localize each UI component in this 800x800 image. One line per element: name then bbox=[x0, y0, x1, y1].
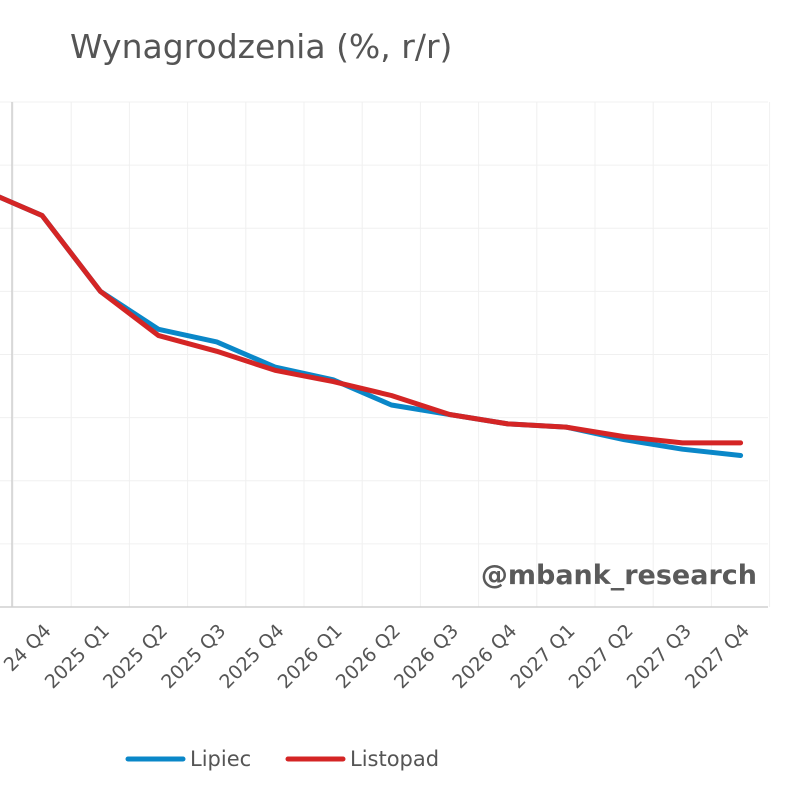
legend-label-lipiec: Lipiec bbox=[190, 747, 251, 771]
watermark: @mbank_research bbox=[481, 560, 757, 591]
legend: Lipiec Listopad bbox=[125, 747, 439, 771]
grid bbox=[0, 101, 771, 607]
legend-label-listopad: Listopad bbox=[350, 747, 439, 771]
x-tick-label: 24 Q4 bbox=[0, 620, 56, 676]
x-tick-label: 2027 Q4 bbox=[681, 620, 754, 693]
series-layer bbox=[0, 194, 744, 458]
chart-title: Wynagrodzenia (%, r/r) bbox=[70, 27, 452, 66]
series-line-listopad bbox=[0, 194, 744, 446]
series-line-lipiec bbox=[0, 194, 744, 458]
